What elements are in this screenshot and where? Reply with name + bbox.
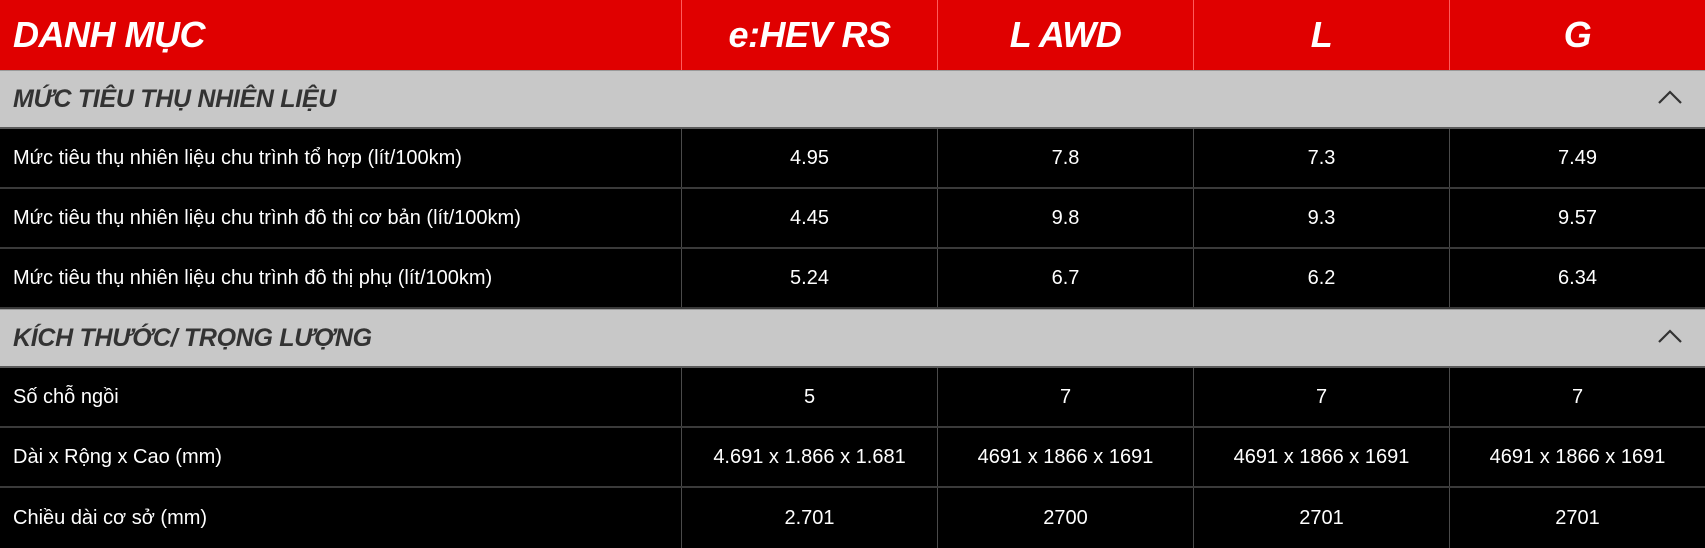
row-label: Mức tiêu thụ nhiên liệu chu trình đô thị…: [13, 206, 521, 229]
row-label: Dài x Rộng x Cao (mm): [13, 445, 222, 468]
row-value: 4691 x 1866 x 1691: [1193, 428, 1449, 486]
row-value: 7: [937, 368, 1193, 426]
row-value: 7: [1449, 368, 1705, 426]
row-value: 6.7: [937, 249, 1193, 307]
header-variant-g: G: [1449, 0, 1705, 70]
row-value: 5.24: [681, 249, 937, 307]
table-row: Số chỗ ngồi 5 7 7 7: [0, 368, 1705, 428]
row-value: 4.95: [681, 129, 937, 187]
chevron-up-icon[interactable]: [1657, 89, 1683, 105]
table-row: Mức tiêu thụ nhiên liệu chu trình tổ hợp…: [0, 129, 1705, 189]
row-value: 6.34: [1449, 249, 1705, 307]
row-label: Mức tiêu thụ nhiên liệu chu trình đô thị…: [13, 266, 493, 289]
row-value: 7.49: [1449, 129, 1705, 187]
row-value: 7.3: [1193, 129, 1449, 187]
row-value: 7: [1193, 368, 1449, 426]
row-value: 2700: [937, 488, 1193, 548]
header-variant-l-awd: L AWD: [937, 0, 1193, 70]
header-variant-ehev-rs: e:HEV RS: [681, 0, 937, 70]
row-label: Số chỗ ngồi: [13, 385, 119, 408]
section-title: KÍCH THƯỚC/ TRỌNG LƯỢNG: [13, 323, 372, 352]
table-row: Chiều dài cơ sở (mm) 2.701 2700 2701 270…: [0, 488, 1705, 548]
chevron-up-icon[interactable]: [1657, 328, 1683, 344]
row-value: 2.701: [681, 488, 937, 548]
row-value: 4691 x 1866 x 1691: [1449, 428, 1705, 486]
row-value: 9.57: [1449, 189, 1705, 247]
row-value: 4.45: [681, 189, 937, 247]
row-value: 4.691 x 1.866 x 1.681: [681, 428, 937, 486]
row-value: 9.3: [1193, 189, 1449, 247]
row-label: Chiều dài cơ sở (mm): [13, 506, 208, 529]
row-value: 7.8: [937, 129, 1193, 187]
row-value: 2701: [1193, 488, 1449, 548]
section-dimensions-weight[interactable]: KÍCH THƯỚC/ TRỌNG LƯỢNG: [0, 309, 1705, 368]
table-row: Mức tiêu thụ nhiên liệu chu trình đô thị…: [0, 189, 1705, 249]
row-value: 9.8: [937, 189, 1193, 247]
row-value: 4691 x 1866 x 1691: [937, 428, 1193, 486]
table-header: DANH MỤC e:HEV RS L AWD L G: [0, 0, 1705, 70]
section-fuel-consumption[interactable]: MỨC TIÊU THỤ NHIÊN LIỆU: [0, 70, 1705, 129]
header-variant-l: L: [1193, 0, 1449, 70]
section-title: MỨC TIÊU THỤ NHIÊN LIỆU: [13, 84, 337, 113]
row-value: 5: [681, 368, 937, 426]
table-row: Dài x Rộng x Cao (mm) 4.691 x 1.866 x 1.…: [0, 428, 1705, 488]
row-value: 6.2: [1193, 249, 1449, 307]
row-label: Mức tiêu thụ nhiên liệu chu trình tổ hợp…: [13, 146, 462, 169]
row-value: 2701: [1449, 488, 1705, 548]
table-row: Mức tiêu thụ nhiên liệu chu trình đô thị…: [0, 249, 1705, 309]
header-category: DANH MỤC: [13, 14, 205, 55]
